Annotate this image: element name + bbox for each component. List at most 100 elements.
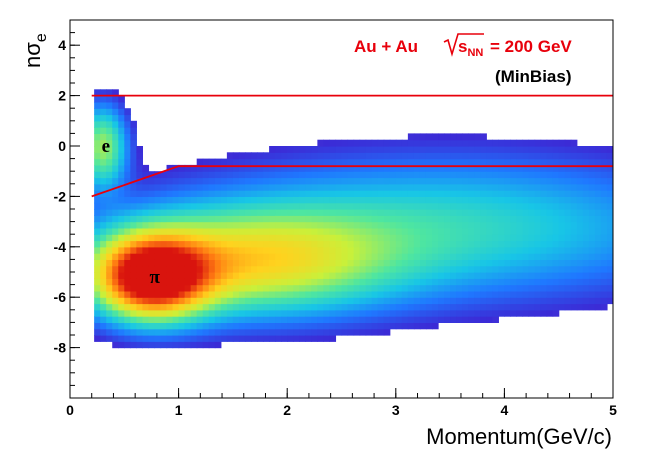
heatmap-cell <box>263 309 270 317</box>
heatmap-cell <box>528 146 536 153</box>
heatmap-cell <box>238 183 246 191</box>
heatmap-cell <box>552 278 560 286</box>
heatmap-cell <box>588 234 596 242</box>
heatmap-cell <box>534 227 542 235</box>
heatmap-cell <box>305 146 312 153</box>
heatmap-cell <box>347 316 355 323</box>
heatmap-cell <box>293 309 300 317</box>
heatmap-cell <box>413 240 421 248</box>
heatmap-cell <box>450 202 457 210</box>
heatmap-cell <box>118 152 125 160</box>
heatmap-cell <box>136 303 143 311</box>
heatmap-cell <box>444 146 451 153</box>
heatmap-cell <box>244 265 252 273</box>
heatmap-cell <box>244 190 252 197</box>
heatmap-cell <box>317 328 324 336</box>
heatmap-cell <box>257 202 264 210</box>
heatmap-cell <box>94 152 101 160</box>
heatmap-cell <box>504 284 512 292</box>
heatmap-cell <box>94 297 101 305</box>
heatmap-cell <box>480 139 487 147</box>
heatmap-cell <box>474 139 481 147</box>
heatmap-cell <box>214 290 222 298</box>
heatmap-cell <box>202 284 210 292</box>
heatmap-cell <box>130 139 137 147</box>
heatmap-cell <box>588 253 596 260</box>
heatmap-cell <box>456 177 463 185</box>
heatmap-cell <box>160 227 168 235</box>
heatmap-cell <box>606 164 613 172</box>
heatmap-cell <box>552 177 560 185</box>
heatmap-cell <box>184 328 192 336</box>
heatmap-cell <box>341 177 349 185</box>
heatmap-cell <box>450 190 457 197</box>
heatmap-cell <box>232 240 240 248</box>
heatmap-cell <box>456 227 463 235</box>
heatmap-cell <box>100 297 107 305</box>
heatmap-cell <box>94 221 101 229</box>
heatmap-cell <box>341 196 349 204</box>
heatmap-cell <box>492 209 499 216</box>
heatmap-cell <box>522 221 530 229</box>
heatmap-cell <box>299 221 306 229</box>
heatmap-cell <box>558 171 566 179</box>
heatmap-cell <box>456 221 463 229</box>
heatmap-cell <box>401 190 409 197</box>
heatmap-cell <box>462 164 469 172</box>
heatmap-cell <box>510 309 518 317</box>
heatmap-cell <box>546 309 554 317</box>
heatmap-cell <box>588 209 596 216</box>
heatmap-cell <box>148 335 156 342</box>
heatmap-cell <box>389 171 397 179</box>
heatmap-cell <box>329 246 337 254</box>
heatmap-cell <box>130 164 137 172</box>
heatmap-cell <box>395 227 403 235</box>
heatmap-cell <box>425 284 433 292</box>
heatmap-cell <box>335 196 343 204</box>
heatmap-cell <box>528 284 536 292</box>
heatmap-cell <box>371 202 379 210</box>
heatmap-cell <box>160 265 168 273</box>
heatmap-cell <box>413 234 421 242</box>
heatmap-cell <box>456 139 463 147</box>
heatmap-cell <box>238 227 246 235</box>
heatmap-cell <box>335 158 343 166</box>
heatmap-cell <box>347 322 355 330</box>
heatmap-cell <box>468 234 475 242</box>
heatmap-cell <box>419 146 427 153</box>
heatmap-cell <box>299 335 306 342</box>
heatmap-cell <box>112 246 119 254</box>
heatmap-cell <box>269 146 276 153</box>
heatmap-cell <box>546 202 554 210</box>
heatmap-cell <box>371 234 379 242</box>
heatmap-cell <box>275 316 282 323</box>
heatmap-cell <box>534 303 542 311</box>
heatmap-cell <box>564 196 572 204</box>
heatmap-cell <box>474 297 481 305</box>
heatmap-cell <box>353 177 361 185</box>
heatmap-cell <box>371 190 379 197</box>
heatmap-cell <box>438 202 445 210</box>
heatmap-cell <box>492 215 499 223</box>
heatmap-cell <box>371 158 379 166</box>
heatmap-cell <box>486 246 493 254</box>
heatmap-cell <box>335 322 343 330</box>
heatmap-cell <box>341 272 349 279</box>
heatmap-cell <box>317 202 324 210</box>
heatmap-cell <box>401 278 409 286</box>
heatmap-cell <box>311 234 318 242</box>
heatmap-cell <box>510 265 518 273</box>
heatmap-cell <box>510 240 518 248</box>
heatmap-cell <box>510 259 518 267</box>
heatmap-cell <box>486 164 493 172</box>
heatmap-cell <box>106 209 113 216</box>
heatmap-cell <box>293 196 300 204</box>
heatmap-cell <box>281 303 288 311</box>
heatmap-cell <box>432 196 439 204</box>
heatmap-cell <box>419 221 427 229</box>
heatmap-cell <box>124 290 131 298</box>
heatmap-cell <box>540 290 548 298</box>
heatmap-cell <box>142 246 150 254</box>
heatmap-cell <box>244 328 252 336</box>
heatmap-cell <box>450 290 457 298</box>
